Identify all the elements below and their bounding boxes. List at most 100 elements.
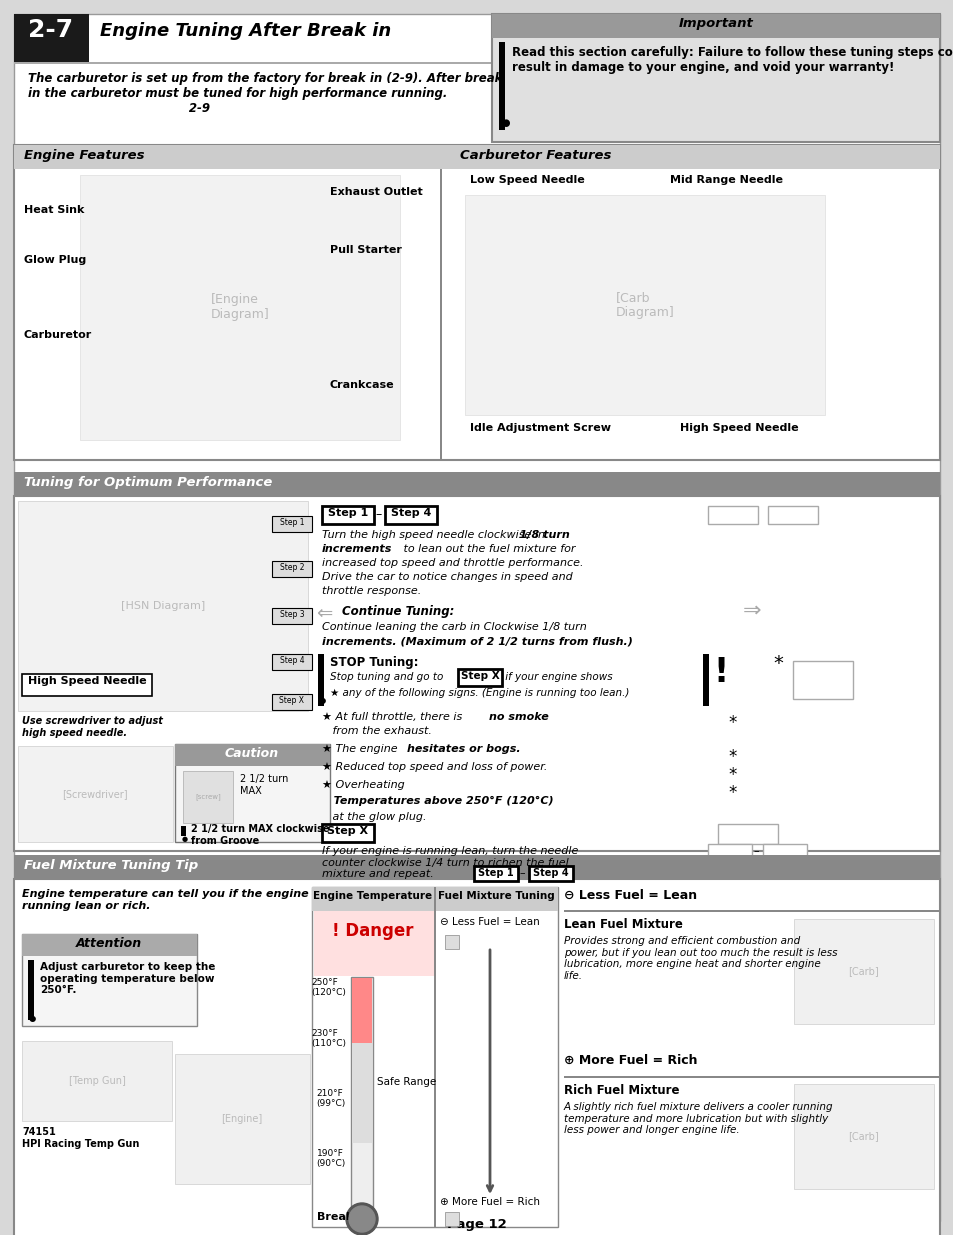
Bar (352, 978, 372, 1044)
Bar (174, 743, 330, 842)
Text: [Carb]: [Carb] (848, 1131, 879, 1141)
Text: [Screwdriver]: [Screwdriver] (62, 789, 128, 799)
Bar (14, 14, 89, 62)
Bar (174, 743, 330, 766)
Text: Step 3: Step 3 (279, 610, 304, 619)
Text: 2 1/2 turn MAX clockwise
from Groove: 2 1/2 turn MAX clockwise from Groove (191, 824, 329, 846)
Bar (181, 826, 186, 836)
Text: if your engine shows: if your engine shows (501, 672, 612, 682)
Bar (18, 501, 308, 711)
Text: ★ At full throttle, there is: ★ At full throttle, there is (322, 713, 465, 722)
Circle shape (346, 1203, 377, 1235)
Text: Low Speed Needle: Low Speed Needle (470, 175, 584, 185)
Bar (702, 655, 708, 706)
Bar (272, 608, 312, 624)
Bar (529, 866, 573, 881)
Text: *: * (772, 655, 782, 673)
Text: *: * (727, 748, 736, 766)
Text: *: * (727, 766, 736, 784)
Text: Step 4: Step 4 (533, 868, 568, 878)
Text: Fuel Mixture Tuning: Fuel Mixture Tuning (437, 890, 554, 902)
Bar (352, 1044, 372, 1144)
Bar (317, 655, 324, 706)
Bar (563, 1076, 939, 1077)
Text: Adjust carburetor to keep the
operating temperature below
250°F.: Adjust carburetor to keep the operating … (40, 962, 215, 995)
Text: !: ! (712, 656, 727, 689)
Bar (762, 844, 806, 860)
Text: Step X: Step X (460, 671, 498, 680)
Text: –: – (518, 868, 524, 878)
Bar (174, 1053, 310, 1184)
Bar (272, 561, 312, 577)
Text: Step 1: Step 1 (328, 508, 368, 517)
Bar (272, 655, 312, 671)
Text: 230°F
(110°C): 230°F (110°C) (311, 1029, 346, 1049)
Text: Step X: Step X (279, 697, 304, 705)
Text: Exhaust Outlet: Exhaust Outlet (330, 186, 422, 198)
Text: Break in: Break in (316, 1212, 369, 1221)
Bar (492, 14, 939, 38)
Text: ●: ● (500, 119, 509, 128)
Text: Engine Tuning After Break in: Engine Tuning After Break in (100, 22, 391, 40)
Bar (444, 1212, 458, 1226)
Text: ! Danger: ! Danger (332, 923, 414, 940)
Text: ●: ● (318, 697, 326, 705)
Bar (22, 674, 152, 697)
Text: Temperatures above 250°F (120°C): Temperatures above 250°F (120°C) (322, 797, 553, 806)
Text: Step 4: Step 4 (391, 508, 431, 517)
Bar (435, 887, 558, 911)
Text: 2 1/2 turn
MAX: 2 1/2 turn MAX (240, 774, 288, 795)
Bar (434, 887, 436, 1228)
Text: A slightly rich fuel mixture delivers a cooler running
temperature and more lubr: A slightly rich fuel mixture delivers a … (563, 1102, 833, 1135)
Text: throttle response.: throttle response. (322, 585, 421, 597)
Text: STOP Tuning:: STOP Tuning: (330, 656, 418, 669)
Text: Attention: Attention (76, 937, 142, 950)
Bar (22, 934, 196, 956)
Bar (351, 977, 373, 1207)
Bar (792, 661, 852, 699)
Bar (14, 62, 939, 64)
Text: Step 4: Step 4 (279, 656, 304, 664)
Bar (28, 960, 34, 1020)
Text: Step 2: Step 2 (279, 563, 304, 572)
Text: ★ any of the following signs. (Engine is running too lean.): ★ any of the following signs. (Engine is… (330, 688, 629, 698)
Bar (22, 934, 196, 1026)
Text: Continue leaning the carb in Clockwise 1/8 turn: Continue leaning the carb in Clockwise 1… (322, 622, 586, 632)
Bar (457, 669, 501, 685)
Text: Glow Plug: Glow Plug (24, 254, 86, 266)
Text: Idle Adjustment Screw: Idle Adjustment Screw (470, 424, 610, 433)
Text: Drive the car to notice changes in speed and: Drive the car to notice changes in speed… (322, 572, 572, 582)
Text: Page 12: Page 12 (447, 1218, 506, 1231)
Text: Step 1: Step 1 (279, 517, 304, 527)
Text: increased top speed and throttle performance.: increased top speed and throttle perform… (322, 558, 583, 568)
Text: Engine Features: Engine Features (24, 149, 144, 162)
Text: Crankcase: Crankcase (330, 380, 395, 390)
Bar (474, 866, 517, 881)
Text: [Engine
Diagram]: [Engine Diagram] (211, 293, 269, 321)
Text: Carburetor Features: Carburetor Features (459, 149, 611, 162)
Text: ●: ● (182, 836, 188, 842)
Bar (312, 887, 435, 911)
Text: [screw]: [screw] (195, 794, 221, 800)
Text: [Carb]: [Carb] (848, 966, 879, 976)
Bar (444, 935, 458, 948)
Text: at the glow plug.: at the glow plug. (322, 811, 426, 823)
Bar (492, 14, 939, 142)
Text: The carburetor is set up from the factory for break in (2-9). After break
in the: The carburetor is set up from the factor… (28, 72, 502, 115)
Text: Caution: Caution (225, 747, 279, 760)
Text: ★ Overheating: ★ Overheating (322, 781, 404, 790)
Text: 190°F
(90°C): 190°F (90°C) (316, 1149, 346, 1168)
Text: [Temp Gun]: [Temp Gun] (69, 1076, 125, 1086)
Text: ⇐: ⇐ (315, 604, 332, 622)
Text: ⊖ Less Fuel = Lean: ⊖ Less Fuel = Lean (563, 889, 697, 902)
Text: If your engine is running lean, turn the needle
counter clockwise 1/4 turn to ri: If your engine is running lean, turn the… (322, 846, 578, 879)
Text: no smoke: no smoke (489, 713, 548, 722)
Bar (14, 496, 939, 851)
Text: Read this section carefully: Failure to follow these tuning steps could
result i: Read this section carefully: Failure to … (512, 46, 953, 74)
Bar (385, 506, 436, 524)
Text: 210°F
(99°C): 210°F (99°C) (316, 1089, 346, 1108)
Text: Carburetor: Carburetor (24, 330, 92, 340)
Bar (18, 746, 172, 842)
Text: hesitates or bogs.: hesitates or bogs. (407, 743, 520, 755)
Text: Turn the high speed needle clockwise in: Turn the high speed needle clockwise in (322, 530, 548, 540)
